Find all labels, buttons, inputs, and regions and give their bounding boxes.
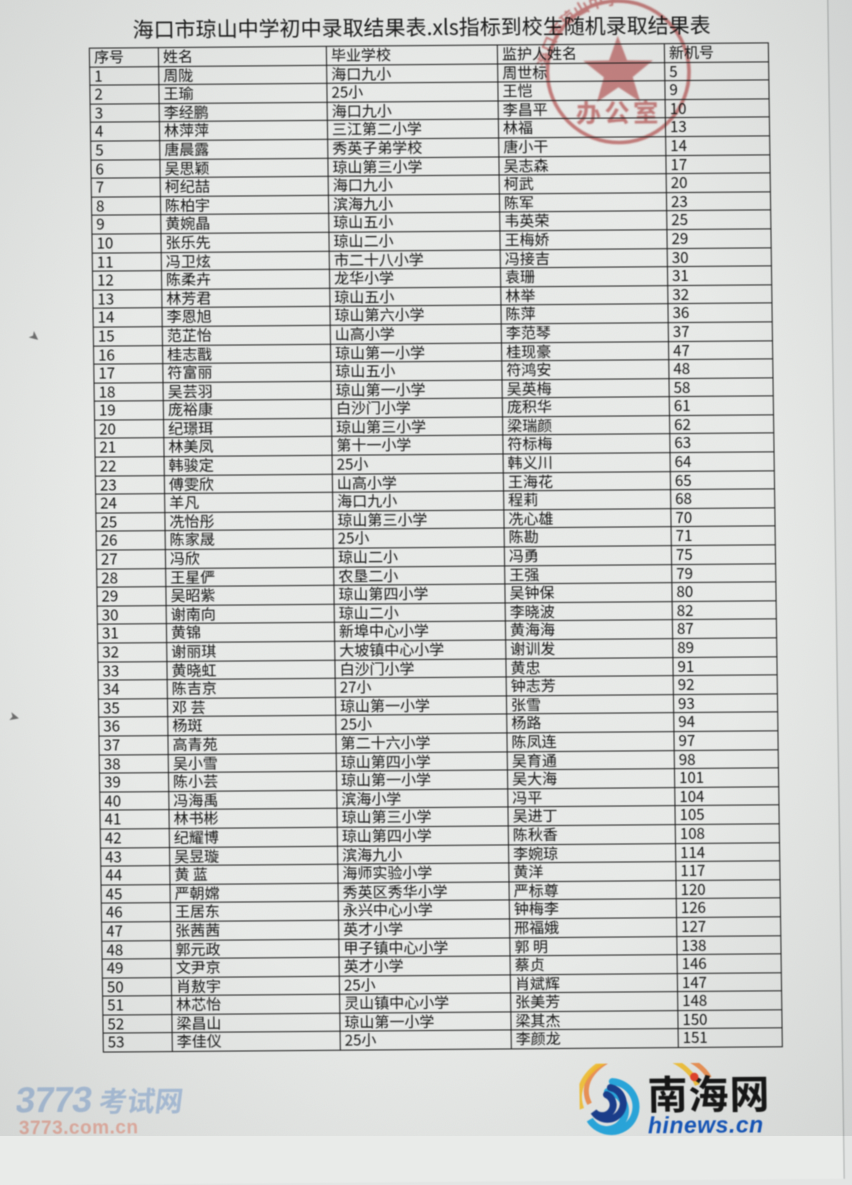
svg-text:3773.com.cn: 3773.com.cn (19, 1117, 139, 1138)
svg-text:考试网: 考试网 (97, 1079, 186, 1121)
svg-text:hinews.cn: hinews.cn (648, 1111, 764, 1138)
svg-text:3773: 3773 (16, 1079, 94, 1120)
